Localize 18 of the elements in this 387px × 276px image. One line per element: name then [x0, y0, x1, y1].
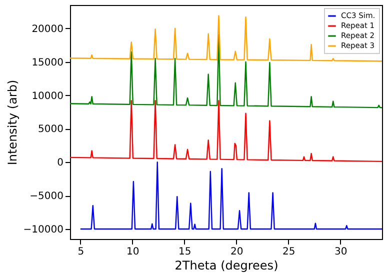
- y-tick-label: 10000: [32, 90, 64, 102]
- y-axis-title: Intensity (arb): [5, 80, 20, 166]
- x-axis-title: 2Theta (degrees): [174, 258, 278, 272]
- line-series: [80, 162, 382, 230]
- y-tick-label: 0: [57, 158, 64, 169]
- line-series: [70, 100, 382, 162]
- y-tick-label: 15000: [32, 57, 64, 68]
- y-tick-label: 20000: [32, 24, 64, 35]
- x-tick-label: 10: [126, 246, 140, 258]
- x-tick-label: 20: [230, 246, 244, 258]
- x-tick-label: 25: [282, 246, 296, 258]
- x-tick-label: 15: [178, 246, 192, 258]
- y-tick-label: 5000: [38, 124, 64, 136]
- line-series: [70, 34, 382, 108]
- x-tick-label: 30: [334, 246, 348, 258]
- x-tick-label: 5: [78, 246, 84, 258]
- y-tick-label: −10000: [23, 224, 64, 236]
- y-tick-label: −5000: [30, 191, 64, 202]
